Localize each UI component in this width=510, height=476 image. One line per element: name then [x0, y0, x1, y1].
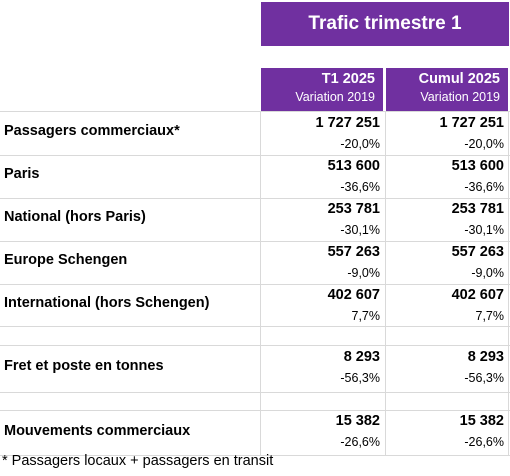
row-variation-cumul: -36,6% — [464, 180, 504, 194]
column-divider — [260, 111, 261, 455]
column-heading: T1 2025 — [321, 71, 375, 87]
divider — [0, 455, 510, 456]
row-variation-t1: -9,0% — [347, 266, 380, 280]
row-value-cumul: 557 263 — [451, 244, 504, 260]
row-value-cumul: 402 607 — [451, 287, 504, 303]
divider — [0, 284, 510, 285]
row-value-cumul: 1 727 251 — [439, 115, 504, 131]
row-label: Europe Schengen — [4, 252, 128, 268]
row-value-t1: 557 263 — [327, 244, 380, 260]
row-value-t1: 513 600 — [327, 158, 380, 174]
column-divider — [385, 111, 386, 455]
row-label: Passagers commerciaux* — [4, 123, 180, 139]
row-variation-t1: -30,1% — [340, 223, 380, 237]
row-label: International (hors Schengen) — [4, 295, 210, 311]
row-value-cumul: 8 293 — [467, 349, 504, 365]
row-value-t1: 15 382 — [335, 413, 380, 429]
row-value-cumul: 253 781 — [451, 201, 504, 217]
column-heading: Cumul 2025 — [418, 71, 500, 87]
column-header-t1: T1 2025 Variation 2019 — [261, 68, 383, 111]
row-variation-t1: -56,3% — [340, 371, 380, 385]
divider — [0, 392, 510, 393]
row-value-cumul: 513 600 — [451, 158, 504, 174]
column-subheading: Variation 2019 — [420, 90, 500, 104]
divider — [0, 326, 510, 327]
column-divider — [508, 111, 509, 455]
row-label: National (hors Paris) — [4, 209, 146, 225]
divider — [0, 345, 510, 346]
row-variation-t1: -26,6% — [340, 435, 380, 449]
row-value-t1: 402 607 — [327, 287, 380, 303]
row-value-t1: 8 293 — [343, 349, 380, 365]
row-label: Mouvements commerciaux — [4, 423, 191, 439]
row-value-cumul: 15 382 — [459, 413, 504, 429]
row-variation-cumul: -20,0% — [464, 137, 504, 151]
table-title: Trafic trimestre 1 — [261, 2, 509, 46]
row-variation-cumul: -26,6% — [464, 435, 504, 449]
divider — [0, 410, 510, 411]
row-label: Fret et poste en tonnes — [4, 358, 164, 374]
row-value-t1: 253 781 — [327, 201, 380, 217]
row-variation-cumul: -56,3% — [464, 371, 504, 385]
divider — [0, 155, 510, 156]
divider — [0, 198, 510, 199]
footnote: * Passagers locaux + passagers en transi… — [2, 453, 274, 469]
column-subheading: Variation 2019 — [295, 90, 375, 104]
row-variation-t1: 7,7% — [351, 309, 381, 323]
divider — [0, 111, 510, 112]
row-variation-cumul: -30,1% — [464, 223, 504, 237]
row-variation-cumul: 7,7% — [475, 309, 505, 323]
divider — [0, 241, 510, 242]
row-variation-t1: -36,6% — [340, 180, 380, 194]
column-header-cumul: Cumul 2025 Variation 2019 — [386, 68, 508, 111]
row-variation-cumul: -9,0% — [471, 266, 504, 280]
row-value-t1: 1 727 251 — [315, 115, 380, 131]
row-label: Paris — [4, 166, 40, 182]
row-variation-t1: -20,0% — [340, 137, 380, 151]
